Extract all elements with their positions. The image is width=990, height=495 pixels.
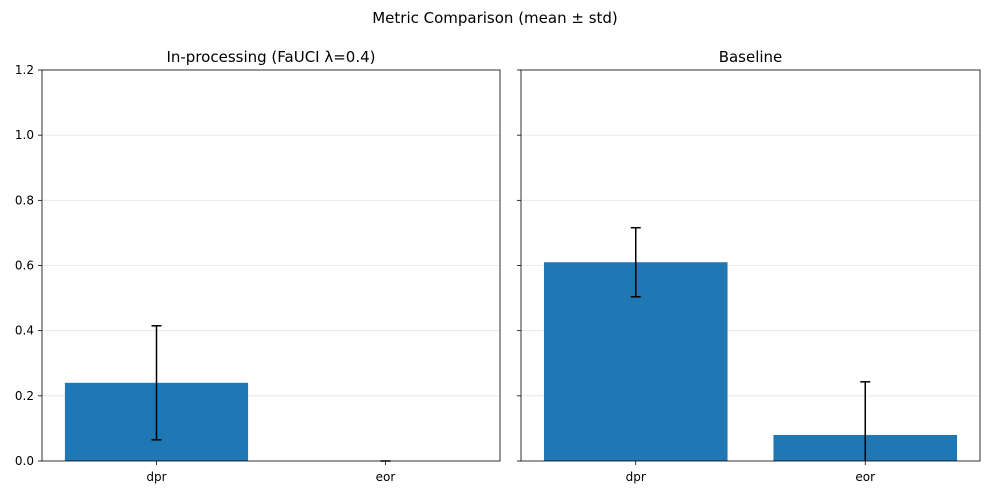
y-tick-label: 0.2 [15,389,34,403]
axes-frame [520,69,981,462]
y-tick-label: 0.8 [15,193,34,207]
y-tick-label: 1.2 [15,63,34,77]
panel-1: dpr eor 0.0 0.2 0.4 0.6 0.8 1.0 1.2 In-processing… [15,48,501,484]
y-tick-label: 1.0 [15,128,34,142]
x-tick-label: eor [376,470,396,484]
panel-title: In-processing (FaUCI λ=0.4) [166,48,375,66]
x-tick-label: dpr [626,470,646,484]
panel-2: dpr eor Baseline [517,48,981,484]
y-tick-label: 0.4 [15,324,34,338]
axes-frame [41,69,501,462]
y-tick-label: 0.6 [15,259,34,273]
figure-suptitle: Metric Comparison (mean ± std) [372,9,618,27]
panel-title: Baseline [719,48,783,66]
y-tick-label: 0.0 [15,454,34,468]
x-tick-label: eor [855,470,875,484]
x-tick-label: dpr [146,470,166,484]
